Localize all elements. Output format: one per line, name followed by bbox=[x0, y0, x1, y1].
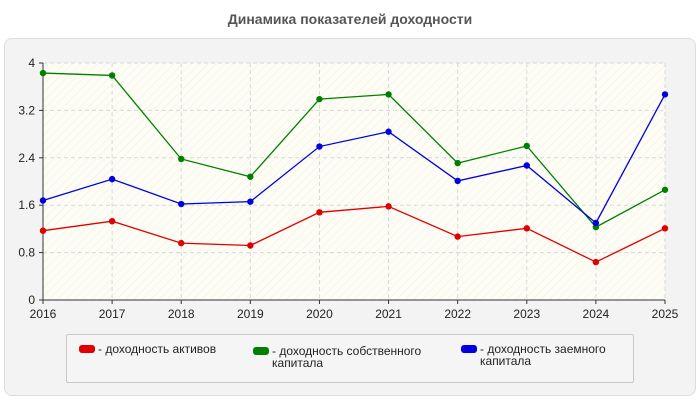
x-tick-label: 2024 bbox=[583, 307, 610, 321]
data-point-2 bbox=[661, 91, 669, 98]
data-point-2 bbox=[385, 128, 392, 135]
data-point-1 bbox=[316, 95, 323, 103]
tick-labels: 0 0.8 1.6 2.4 3.2 4 2016 2017 2018 2019 2020 2021 20… bbox=[18, 56, 678, 321]
x-tick-label: 2021 bbox=[375, 307, 402, 321]
data-point-0 bbox=[385, 203, 392, 210]
legend-label-equity: - доходность собственного капитала bbox=[272, 344, 422, 370]
y-tick-label: 4 bbox=[28, 56, 35, 70]
series-line-2 bbox=[42, 94, 666, 224]
data-point-1 bbox=[454, 159, 461, 167]
legend: - доходность активов - доходность собств… bbox=[66, 334, 634, 383]
y-tick-label: 2.4 bbox=[18, 151, 35, 165]
y-tick-label: 3.2 bbox=[18, 103, 35, 117]
x-tick-label: 2017 bbox=[99, 307, 126, 321]
data-point-2 bbox=[316, 143, 323, 150]
x-tick-label: 2020 bbox=[306, 307, 333, 321]
x-tick-label: 2016 bbox=[30, 307, 57, 321]
data-point-0 bbox=[454, 233, 461, 240]
legend-swatch-assets bbox=[79, 345, 95, 353]
data-point-2 bbox=[592, 219, 600, 227]
data-point-2 bbox=[454, 177, 461, 185]
data-point-1 bbox=[178, 155, 185, 163]
series-lines bbox=[39, 69, 669, 266]
legend-item-equity: - доходность собственного капитала bbox=[253, 345, 421, 369]
series-line-1 bbox=[42, 72, 666, 228]
data-point-0 bbox=[178, 239, 185, 247]
data-point-2 bbox=[39, 197, 47, 204]
series-line-0 bbox=[42, 205, 666, 263]
data-point-0 bbox=[523, 225, 530, 232]
x-tick-label: 2022 bbox=[444, 307, 471, 321]
legend-label-assets: - доходность активов bbox=[98, 342, 217, 356]
legend-item-debt: - доходность заемного капитала bbox=[461, 343, 606, 367]
data-point-2 bbox=[523, 162, 530, 169]
plot-area bbox=[43, 63, 665, 300]
x-tick-label: 2023 bbox=[513, 307, 540, 321]
data-point-1 bbox=[39, 69, 47, 77]
data-point-0 bbox=[592, 258, 600, 266]
data-point-2 bbox=[108, 175, 116, 183]
data-point-2 bbox=[247, 198, 254, 205]
data-point-0 bbox=[661, 225, 669, 232]
data-point-2 bbox=[178, 200, 185, 208]
x-tick-label: 2019 bbox=[237, 307, 264, 321]
data-point-1 bbox=[385, 91, 392, 98]
data-point-0 bbox=[39, 227, 47, 234]
data-point-1 bbox=[108, 72, 116, 79]
data-point-1 bbox=[523, 142, 530, 150]
y-tick-label: 1.6 bbox=[18, 198, 35, 212]
data-point-0 bbox=[108, 217, 116, 225]
axes bbox=[42, 63, 665, 301]
data-point-0 bbox=[316, 209, 323, 216]
y-tick-label: 0 bbox=[28, 293, 35, 307]
data-point-0 bbox=[247, 242, 254, 249]
legend-label-debt: - доходность заемного капитала bbox=[480, 342, 606, 368]
data-point-1 bbox=[247, 173, 254, 180]
x-tick-label: 2025 bbox=[652, 307, 679, 321]
chart-title: Динамика показателей доходности bbox=[227, 11, 473, 27]
legend-swatch-equity bbox=[253, 347, 269, 355]
y-tick-label: 0.8 bbox=[18, 246, 35, 260]
x-tick-label: 2018 bbox=[168, 307, 195, 321]
legend-swatch-debt bbox=[461, 345, 477, 353]
data-point-1 bbox=[661, 186, 669, 193]
legend-item-assets: - доходность активов bbox=[79, 343, 216, 355]
